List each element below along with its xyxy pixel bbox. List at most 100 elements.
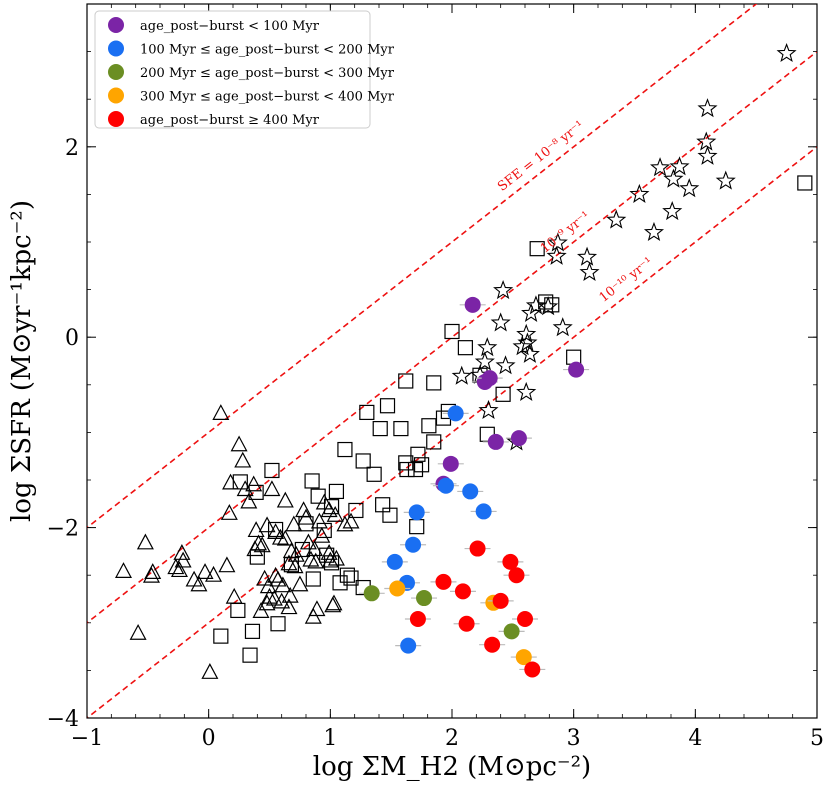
open-square-point: [538, 294, 554, 310]
open-square-point: [337, 441, 353, 458]
open-triangle-point: [114, 562, 133, 578]
open-square-point: [382, 507, 398, 523]
open-triangle-point: [258, 516, 276, 533]
open-triangle-point: [258, 594, 276, 611]
open-square-point: [264, 462, 280, 479]
open-triangle-point: [218, 556, 236, 573]
open-triangle-point: [320, 501, 338, 518]
reference-line-label: SFE = 10⁻⁸ yr⁻¹: [495, 118, 587, 194]
filled-circle-point: [409, 610, 426, 627]
open-square-point: [305, 571, 321, 587]
filled-circle-point: [568, 361, 585, 378]
open-triangle-point: [225, 587, 243, 604]
open-triangle-point: [205, 565, 223, 582]
filled-circle-point: [475, 503, 492, 520]
open-triangle-point: [285, 515, 303, 532]
open-triangle-point: [230, 435, 248, 452]
open-star-point: [474, 351, 495, 371]
open-star-point: [519, 343, 540, 363]
open-triangle-point: [271, 528, 289, 545]
open-star-point: [650, 157, 671, 177]
open-square-point: [267, 521, 284, 538]
open-star-point: [669, 156, 690, 176]
open-triangle-point: [129, 624, 147, 640]
open-star-point: [643, 221, 665, 242]
open-star-point: [478, 399, 499, 420]
legend-label: 300 Myr ≤ age_post−burst < 400 Myr: [140, 90, 395, 105]
open-triangle-point: [315, 493, 333, 510]
open-square-point: [393, 420, 409, 437]
open-square-point: [355, 453, 371, 469]
filled-circle-point: [481, 370, 498, 387]
open-square-point: [399, 461, 415, 478]
open-triangle-point: [142, 566, 160, 583]
open-triangle-point: [280, 554, 298, 571]
open-square-point: [421, 418, 437, 434]
open-triangle-point: [307, 552, 325, 569]
x-tick-label: −1: [71, 726, 103, 751]
reference-line: [87, 145, 817, 718]
y-tick-label: 2: [65, 136, 79, 161]
open-star-point: [525, 295, 546, 315]
open-triangle-point: [274, 576, 292, 593]
legend-label: 200 Myr ≤ age_post−burst < 300 Myr: [140, 66, 395, 81]
open-star-point: [538, 296, 559, 316]
open-star-point: [662, 200, 683, 221]
open-triangle-point: [297, 508, 315, 525]
filled-circle-point: [400, 637, 417, 654]
open-star-point: [606, 209, 627, 229]
open-square-point: [343, 570, 359, 586]
open-triangle-point: [144, 563, 162, 579]
open-square-point: [348, 502, 364, 519]
filled-circle-point: [447, 405, 464, 422]
open-star-point: [697, 98, 718, 118]
open-square-point: [398, 373, 414, 389]
open-star-point: [493, 279, 514, 300]
open-triangle-point: [252, 602, 270, 618]
open-triangle-point: [336, 515, 354, 532]
open-square-point: [339, 567, 355, 583]
open-star-point: [516, 381, 537, 401]
y-tick-label: −4: [47, 707, 79, 732]
x-tick-label: 4: [688, 726, 702, 751]
legend-marker: [108, 111, 124, 127]
y-axis-title: log ΣSFR (M⊙yr⁻¹kpc⁻²): [7, 200, 37, 522]
open-triangle-point: [190, 575, 208, 592]
open-square-point: [797, 175, 813, 191]
open-triangle-point: [136, 533, 154, 550]
filled-circle-point: [416, 590, 433, 607]
y-tick-label: −2: [47, 517, 79, 542]
open-star-point: [516, 323, 537, 343]
open-star-point: [552, 317, 573, 337]
open-square-point: [426, 375, 442, 391]
filled-circle-point: [405, 536, 422, 553]
open-triangle-point: [260, 587, 279, 604]
filled-circle-point: [386, 553, 403, 570]
open-triangle-point: [320, 544, 338, 560]
x-tick-label: 3: [567, 726, 581, 751]
open-star-point: [629, 183, 650, 203]
open-triangle-point: [310, 512, 328, 529]
legend-marker: [108, 87, 124, 104]
open-triangle-point: [273, 592, 291, 609]
legend-marker: [108, 17, 124, 33]
open-square-point: [270, 616, 286, 632]
open-triangle-point: [174, 551, 192, 568]
open-star-point: [547, 232, 568, 252]
filled-circle-point: [502, 553, 519, 570]
open-triangle-point: [327, 549, 345, 566]
open-triangle-point: [220, 504, 238, 520]
open-square-point: [410, 446, 426, 462]
open-triangle-point: [276, 529, 294, 546]
legend-label: age_post−burst < 100 Myr: [140, 19, 320, 34]
open-square-point: [544, 297, 560, 313]
filled-circle-point: [508, 567, 525, 584]
open-triangle-point: [234, 451, 252, 468]
open-star-point: [577, 246, 598, 266]
open-square-point: [328, 483, 345, 500]
filled-circle-point: [363, 585, 380, 602]
open-square-point: [242, 647, 258, 663]
open-square-point: [407, 461, 424, 478]
open-triangle-point: [265, 589, 283, 606]
